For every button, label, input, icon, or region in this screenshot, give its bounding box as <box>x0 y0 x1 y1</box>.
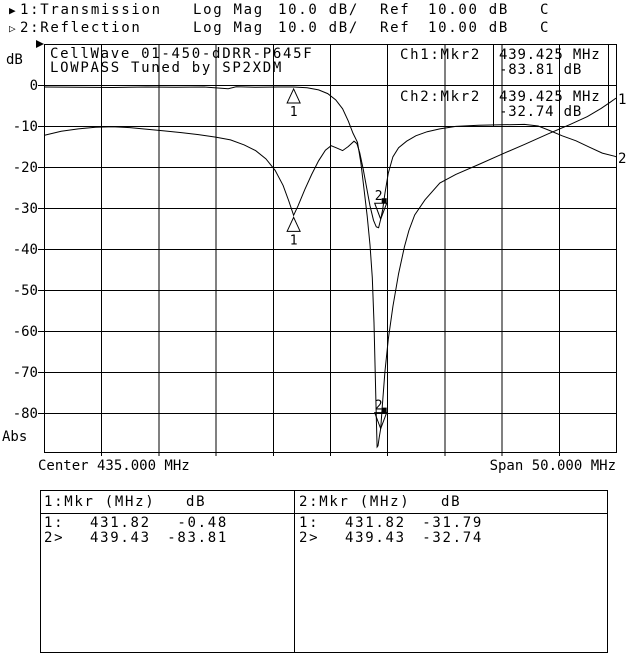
ch1-readout-value: -83.81 dB <box>499 62 583 78</box>
y-tick-0: 0 <box>29 78 38 94</box>
marker2-triangle-icon <box>373 412 388 431</box>
marker2-flag-icon <box>381 198 387 204</box>
trace1-scale: 10.0 dB/ <box>278 2 360 18</box>
trace2-name: 2:Reflection <box>20 20 142 36</box>
mkr-table2-row2-id: 2> <box>299 530 320 546</box>
marker1-label: 1 <box>290 105 298 120</box>
mkr-table1-row2-freq: 439.43 <box>90 530 151 546</box>
trace1-ref-value: 10.00 dB <box>428 2 510 18</box>
y-tick-50: -50 <box>12 283 38 299</box>
trace2-scale: 10.0 dB/ <box>278 20 360 36</box>
x-axis-center-label: Center 435.000 MHz <box>38 458 190 474</box>
ch2-readout-channel: Ch2:Mkr2 <box>400 89 482 105</box>
trace-transmission <box>43 86 617 449</box>
mkr-table2-row1-value: -31.79 <box>422 515 483 531</box>
y-tick-30: -30 <box>12 201 38 217</box>
marker2-label: 2 <box>375 189 383 204</box>
mkr-table1-header: 1:Mkr (MHz) <box>44 494 156 510</box>
trace2-ref-label: Ref <box>380 20 411 36</box>
marker1-triangle-icon <box>286 87 301 104</box>
graticule-plot: 1 2 1 1 2 2 <box>36 40 626 456</box>
trace-edge-label-1: 1 <box>618 92 626 108</box>
mkr-table1-row1-value: -0.48 <box>177 515 228 531</box>
mkr-table1-row2-id: 2> <box>44 530 65 546</box>
trace2-active-marker-icon: ▷ <box>9 22 16 35</box>
marker2-triangle-icon <box>373 202 388 221</box>
trace1-status-line: ▶ 1:Transmission Log Mag 10.0 dB/ Ref 10… <box>9 3 548 115</box>
mkr-table2-header: 2:Mkr (MHz) <box>299 494 411 510</box>
mkr-table2-row1-freq: 431.82 <box>345 515 406 531</box>
ch2-readout-value: -32.74 dB <box>499 104 583 120</box>
trace2-cal-status: C <box>540 20 551 36</box>
graph-title-line2: LOWPASS Tuned by SP2XDM <box>50 60 283 76</box>
ch1-readout-freq: 439.425 MHz <box>499 47 601 63</box>
marker1-triangle-icon <box>286 216 301 232</box>
marker-table-header-rule <box>41 513 607 514</box>
marker-table <box>40 490 608 653</box>
ch2-readout-freq: 439.425 MHz <box>499 89 601 105</box>
trace1-active-marker-icon: ▶ <box>9 4 16 17</box>
ch1-readout-channel: Ch1:Mkr2 <box>400 47 482 63</box>
mkr-table1-row2-value: -83.81 <box>167 530 228 546</box>
trace1-name: 1:Transmission <box>20 2 162 18</box>
mkr-table2-unit: dB <box>441 494 462 510</box>
trace2-format: Log Mag <box>193 20 264 36</box>
x-axis-span-label: Span 50.000 MHz <box>489 458 616 474</box>
trace2-ref-value: 10.00 dB <box>428 20 510 36</box>
y-tick-60: -60 <box>12 324 38 340</box>
marker1-label: 1 <box>290 233 298 248</box>
trace2-status-line: ▷ 2:Reflection Log Mag 10.0 dB/ Ref 10.0… <box>9 21 548 133</box>
trace1-format: Log Mag <box>193 2 264 18</box>
trace-edge-label-2: 2 <box>618 151 626 167</box>
y-axis-abs-label: Abs <box>2 429 28 445</box>
mkr-table1-unit: dB <box>186 494 207 510</box>
y-tick-70: -70 <box>12 365 38 381</box>
mkr-table1-row1-freq: 431.82 <box>90 515 151 531</box>
mkr-table2-row2-freq: 439.43 <box>345 530 406 546</box>
trace1-ref-label: Ref <box>380 2 411 18</box>
y-tick-20: -20 <box>12 160 38 176</box>
y-tick-80: -80 <box>12 406 38 422</box>
trace1-cal-status: C <box>540 2 551 18</box>
ref-level-icon <box>36 40 44 48</box>
marker-table-divider <box>294 491 295 652</box>
y-tick-40: -40 <box>12 242 38 258</box>
y-axis-unit-label: dB <box>6 52 23 68</box>
graph-title-line1: CellWave 01-450-dDRR-P645F <box>50 46 314 62</box>
marker2-flag-icon <box>381 407 387 413</box>
plot-frame <box>44 44 617 453</box>
trace-reflection <box>43 123 617 229</box>
mkr-table2-row2-value: -32.74 <box>422 530 483 546</box>
marker2-label: 2 <box>375 399 383 414</box>
mkr-table2-row1-id: 1: <box>299 515 320 531</box>
y-tick-10: -10 <box>12 119 38 135</box>
mkr-table1-row1-id: 1: <box>44 515 65 531</box>
